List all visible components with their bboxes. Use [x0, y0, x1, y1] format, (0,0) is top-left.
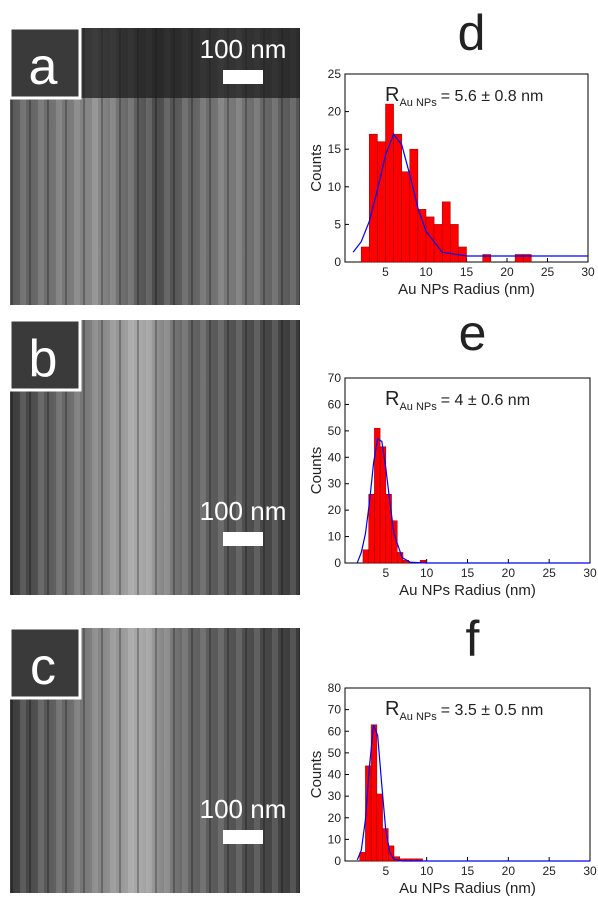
- panel-title: d: [458, 5, 486, 61]
- y-axis-label: Counts: [308, 751, 325, 799]
- panel-label: b: [29, 330, 58, 388]
- y-tick-label: 0: [334, 854, 341, 868]
- panel-label: a: [29, 38, 58, 96]
- y-tick-label: 70: [328, 703, 342, 717]
- x-tick-label: 25: [542, 566, 556, 580]
- histogram-bar: [401, 171, 411, 263]
- histogram-bar: [450, 224, 459, 263]
- x-tick-label: 20: [502, 566, 516, 580]
- x-tick-label: 20: [502, 864, 516, 878]
- scale-bar: [223, 830, 263, 844]
- annotation: RAu NPs = 4 ± 0.6 nm: [385, 388, 530, 413]
- fit-curve: [356, 724, 590, 862]
- annotation-subscript: Au NPs: [399, 711, 437, 723]
- fit-curve: [352, 132, 588, 257]
- histogram-bar: [359, 852, 366, 862]
- annotation-symbol: R: [385, 84, 399, 106]
- y-tick-label: 40: [328, 450, 342, 464]
- x-tick-label: 10: [420, 566, 434, 580]
- histogram-bar: [376, 793, 383, 862]
- x-tick-label: 15: [461, 864, 475, 878]
- label-box: [8, 318, 82, 392]
- x-tick-label: 10: [419, 265, 433, 279]
- scale-bar: [223, 70, 263, 84]
- histogram-bar: [369, 133, 378, 263]
- y-tick-label: 30: [328, 789, 342, 803]
- y-tick-label: 30: [328, 477, 342, 491]
- histogram-bar: [382, 828, 389, 862]
- histogram-bar: [522, 254, 532, 263]
- y-tick-label: 60: [328, 724, 342, 738]
- x-tick-label: 5: [382, 566, 389, 580]
- histogram-bar: [482, 254, 492, 263]
- y-tick-label: 10: [328, 180, 342, 194]
- x-tick-label: 15: [460, 265, 474, 279]
- y-tick-label: 70: [328, 371, 342, 385]
- x-tick-label: 25: [541, 265, 555, 279]
- label-box: [8, 26, 82, 100]
- y-tick-label: 60: [328, 397, 342, 411]
- histogram-bar: [393, 133, 402, 263]
- y-tick-label: 10: [328, 832, 342, 846]
- y-tick-label: 40: [328, 768, 342, 782]
- scale-bar-label: 100 nm: [200, 794, 287, 824]
- y-tick-label: 20: [328, 105, 342, 119]
- y-tick-label: 0: [334, 255, 341, 269]
- y-tick-label: 10: [328, 530, 342, 544]
- x-tick-label: 30: [583, 566, 597, 580]
- annotation-symbol: R: [385, 698, 399, 720]
- y-tick-label: 25: [328, 67, 342, 81]
- annotation-symbol: R: [385, 388, 399, 410]
- x-tick-label: 5: [382, 265, 389, 279]
- x-tick-label: 15: [461, 566, 475, 580]
- histogram-bar: [385, 103, 394, 263]
- y-tick-label: 50: [328, 746, 342, 760]
- y-axis-label: Counts: [308, 144, 325, 192]
- panel-label: c: [30, 638, 56, 696]
- histogram-bar: [360, 246, 370, 263]
- annotation-text: = 3.5 ± 0.5 nm: [441, 702, 544, 719]
- y-tick-label: 15: [328, 142, 342, 156]
- label-box: [8, 626, 82, 700]
- histogram-bar: [409, 148, 419, 263]
- y-tick-label: 80: [328, 681, 342, 695]
- scale-bar-label: 100 nm: [200, 34, 287, 64]
- panel-title: f: [466, 611, 480, 667]
- x-tick-label: 25: [542, 864, 556, 878]
- annotation: RAu NPs = 3.5 ± 0.5 nm: [385, 698, 543, 723]
- y-tick-label: 50: [328, 424, 342, 438]
- x-tick-label: 30: [581, 265, 595, 279]
- annotation: RAu NPs = 5.6 ± 0.8 nm: [385, 84, 543, 109]
- annotation-subscript: Au NPs: [399, 401, 437, 413]
- histogram-bar: [374, 427, 381, 564]
- y-tick-label: 20: [328, 811, 342, 825]
- histogram-bar: [362, 549, 369, 564]
- histogram-bar: [417, 209, 427, 263]
- annotation-text: = 4 ± 0.6 nm: [441, 392, 530, 409]
- y-tick-label: 0: [334, 556, 341, 570]
- y-axis-label: Counts: [308, 447, 325, 495]
- scale-bar: [223, 532, 263, 546]
- x-axis-label: Au NPs Radius (nm): [398, 281, 535, 298]
- x-tick-label: 10: [420, 864, 434, 878]
- annotation-text: = 5.6 ± 0.8 nm: [441, 88, 544, 105]
- x-tick-label: 20: [500, 265, 514, 279]
- y-tick-label: 5: [334, 217, 341, 231]
- x-tick-label: 30: [583, 864, 597, 878]
- x-axis-label: Au NPs Radius (nm): [399, 880, 536, 897]
- scale-bar-label: 100 nm: [200, 496, 287, 526]
- annotation-subscript: Au NPs: [399, 97, 437, 109]
- y-tick-label: 20: [328, 503, 342, 517]
- x-axis-label: Au NPs Radius (nm): [399, 582, 536, 599]
- x-tick-label: 5: [382, 864, 389, 878]
- panel-title: e: [459, 305, 487, 361]
- fit-curve: [356, 437, 590, 564]
